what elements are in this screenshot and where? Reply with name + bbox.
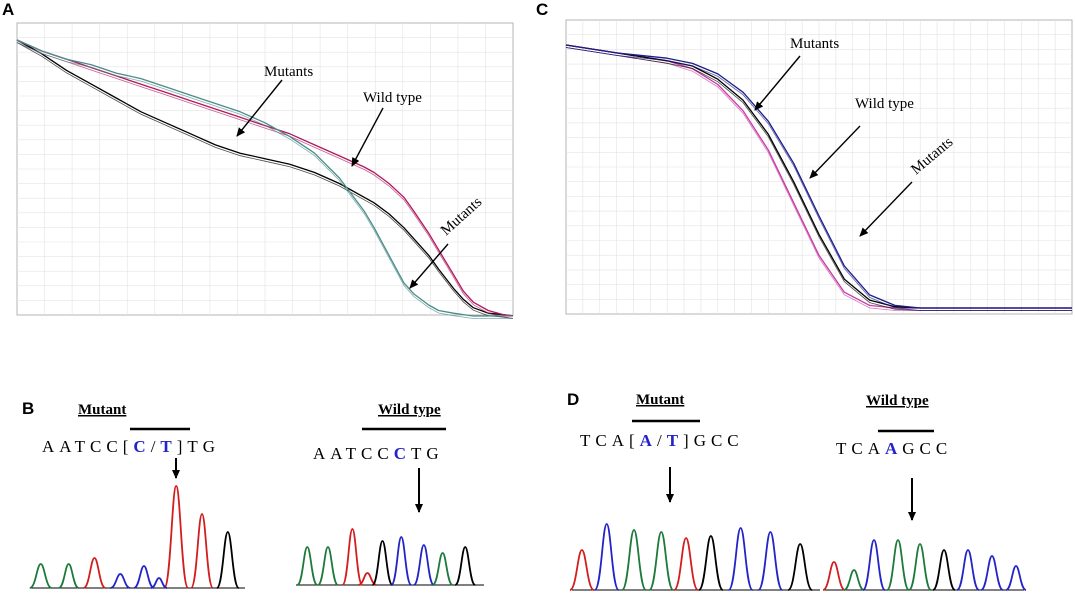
panel-a-mutants-top-label: Mutants	[264, 64, 313, 80]
panel-d-wild-chromatogram	[822, 539, 1027, 591]
panel-c-arrow-mutants-bottom	[859, 181, 913, 237]
panel-b-mutant-seq-var1: C	[133, 437, 150, 456]
panel-c-series-2-replicate	[565, 47, 1072, 311]
panel-c-wild-type-label: Wild type	[855, 96, 914, 112]
chromatogram-peak	[822, 561, 846, 591]
panel-b-mutant-seq-suffix: ]TG	[177, 437, 220, 456]
panel-d-mutant-seq-suffix: ]GCC	[683, 431, 744, 450]
chromatogram-peak	[341, 528, 364, 586]
panel-a-series-1-line	[16, 39, 514, 317]
panel-c-series	[565, 44, 1072, 311]
chromatogram-peak	[757, 531, 784, 591]
panel-a-series-2-line	[16, 39, 513, 317]
panel-d-mutant-seq-var2: T	[667, 431, 683, 450]
panel-a-series-2-replicate	[16, 42, 513, 319]
panel-c-arrow-mutants-top	[754, 55, 801, 111]
chromatogram-peak	[29, 563, 53, 589]
panel-a-series-0-replicate	[16, 42, 514, 319]
chromatogram-peak	[454, 546, 477, 586]
panel-a-arrow-mutants-top	[236, 79, 283, 137]
chromatogram-peak	[843, 569, 865, 591]
chromatogram-peak	[908, 543, 932, 591]
chromatogram-peak	[956, 549, 980, 591]
panel-a-series-1-replicate	[16, 42, 514, 319]
chromatogram-peak	[358, 572, 377, 586]
panel-d-wild-heading: Wild type	[866, 393, 929, 409]
panel-c-melt-curve-plot	[565, 19, 1073, 315]
panel-d-mutant-seq-sep: /	[657, 431, 667, 450]
panel-b-mutant-chromatogram	[29, 485, 245, 589]
panel-d-mutant-sequence: TCA[A/T]GCC	[580, 431, 744, 450]
panel-c-arrow-wild-type	[809, 125, 861, 179]
chromatogram-peak	[371, 540, 394, 586]
panel-a-grid	[17, 23, 513, 315]
chromatogram-peak	[727, 527, 754, 591]
panel-d-mutant-seq-var1: A	[640, 431, 657, 450]
chromatogram-peak	[110, 573, 131, 589]
panel-b-wild-chromatogram	[296, 528, 484, 586]
chromatogram-peak	[58, 563, 80, 589]
chromatogram-peak	[390, 536, 413, 586]
chromatogram-peak	[1005, 565, 1027, 591]
chromatogram-peak	[932, 549, 956, 591]
chromatogram-peak	[317, 546, 339, 586]
panel-c-series-2-line	[565, 44, 1072, 309]
panel-d-wild-seq-suffix: GCC	[902, 439, 952, 458]
chromatogram-peak	[980, 555, 1004, 591]
panel-b-mutant-seq-prefix: AATCC[	[42, 437, 133, 456]
panel-b-mutant-seq-sep: /	[151, 437, 161, 456]
chromatogram-peak	[150, 577, 168, 589]
chromatogram-peak	[83, 557, 106, 589]
chromatogram-peak	[648, 531, 675, 591]
panel-b-wild-seq-prefix: AATCC	[313, 444, 394, 463]
chromatogram-peak	[593, 523, 620, 591]
chromatogram-peak	[133, 565, 155, 589]
panel-a-arrow-wild-type	[351, 107, 384, 167]
chromatogram-peak	[432, 552, 454, 586]
chromatogram-peak	[296, 546, 319, 586]
panel-b-wild-seq-suffix: TG	[411, 444, 444, 463]
chromatogram-peak	[787, 543, 814, 591]
panel-a-series-0-line	[16, 39, 514, 317]
chromatogram-peak	[163, 485, 190, 589]
panel-d-mutant-heading: Mutant	[636, 392, 684, 408]
panel-b-mutant-seq-var2: T	[160, 437, 176, 456]
panel-d-mutant-seq-prefix: TCA[	[580, 431, 640, 450]
panel-d-wild-sequence: TCAAGCC	[836, 439, 952, 458]
chromatogram-peak	[569, 549, 595, 591]
panel-a-series	[16, 39, 514, 319]
chromatogram-peak	[412, 544, 435, 586]
panel-b-wild-sequence: AATCCCTG	[313, 444, 444, 463]
chromatogram-peak	[673, 537, 699, 591]
panel-a-wild-type-label: Wild type	[363, 90, 422, 106]
panel-a-letter: A	[2, 0, 14, 19]
panel-c-letter: C	[536, 0, 548, 19]
chromatogram-peak	[862, 539, 886, 591]
panel-b-letter: B	[22, 399, 34, 418]
panel-c-mutants-top-label: Mutants	[790, 36, 839, 52]
panel-b-mutant-heading: Mutant	[78, 402, 126, 418]
panel-a-melt-curve-plot	[16, 22, 514, 319]
panel-d-mutant-chromatogram	[569, 523, 820, 591]
chromatogram-peak	[886, 539, 910, 591]
panel-d-letter: D	[567, 390, 579, 409]
chromatogram-peak	[621, 529, 647, 591]
panel-d-wild-seq-var: A	[885, 439, 902, 458]
chromatogram-peak	[190, 513, 214, 589]
panel-a-arrow-mutants-bottom	[409, 243, 449, 289]
panel-b-wild-seq-var: C	[394, 444, 411, 463]
chromatogram-peak	[215, 531, 240, 589]
panel-c-grid	[566, 20, 1072, 314]
chromatogram-peak	[697, 535, 724, 591]
panel-b-wild-heading: Wild type	[378, 402, 441, 418]
panel-d-wild-seq-prefix: TCA	[836, 439, 885, 458]
panel-b-mutant-sequence: AATCC[C/T]TG	[42, 437, 220, 456]
